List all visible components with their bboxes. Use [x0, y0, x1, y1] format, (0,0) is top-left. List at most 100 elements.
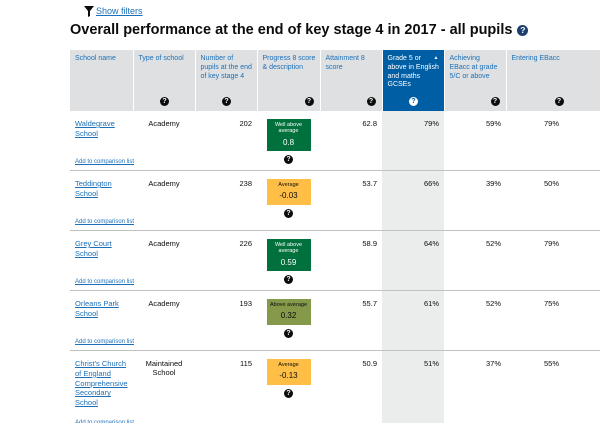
col-header-label: Type of school: [138, 55, 184, 62]
col-header-school-name[interactable]: School name: [70, 50, 134, 111]
help-icon[interactable]: ?: [284, 208, 293, 218]
cell-school-name: Waldegrave School Add to comparison list: [70, 111, 135, 171]
cell-ebacc-entering: 79%: [506, 111, 600, 171]
cell-progress-8: Above average 0.32 ?: [257, 290, 320, 351]
progress-8-badge: Well above average 0.59: [266, 239, 311, 271]
cell-attainment-8: 62.8: [320, 111, 382, 171]
cell-ebacc-entering: 79%: [506, 230, 600, 291]
ebacc-entering-value: 50%: [544, 179, 560, 188]
col-header-grade-5-english-maths[interactable]: ▲ Grade 5 or above in English and maths …: [382, 50, 445, 111]
show-filters-link[interactable]: Show filters: [96, 6, 143, 16]
show-filters-link-group[interactable]: Show filters: [84, 4, 143, 18]
help-icon[interactable]: ?: [284, 274, 293, 284]
progress-8-score: 0.32: [280, 311, 297, 321]
cell-ebacc-entering: 75%: [506, 290, 600, 351]
cell-ebacc-achieving: 37%: [485, 359, 501, 368]
cell-grade-5: 79%: [382, 111, 444, 171]
progress-8-badge: Above average 0.32: [266, 299, 311, 325]
help-icon[interactable]: ?: [409, 97, 418, 106]
cell-type: Academy: [133, 170, 195, 231]
progress-8-description: Above average: [270, 302, 307, 308]
col-header-label: Grade 5 or above in English and maths GC…: [387, 55, 439, 89]
cell-progress-8: Well above average 0.59 ?: [257, 230, 320, 291]
add-to-comparison-link[interactable]: Add to comparison list: [75, 159, 135, 166]
cell-type: Academy: [133, 290, 195, 351]
col-header-label: School name: [75, 55, 116, 62]
help-icon[interactable]: ?: [284, 388, 293, 398]
help-icon[interactable]: ?: [554, 97, 564, 106]
cell-ebacc-achieving: 52%: [444, 230, 506, 291]
add-to-comparison-link[interactable]: Add to comparison list: [75, 420, 135, 423]
cell-grade-5: 61%: [382, 290, 444, 351]
help-icon[interactable]: ?: [160, 97, 169, 106]
col-header-label: Progress 8 score & description: [262, 55, 316, 71]
table-row: Grey Court School Add to comparison list…: [70, 230, 600, 291]
title-help-icon[interactable]: ?: [517, 24, 529, 36]
school-name-link[interactable]: Orleans Park School: [75, 299, 119, 318]
cell-school-name: Teddington School Add to comparison list: [70, 170, 135, 231]
col-header-attainment-8[interactable]: Attainment 8 score ?: [320, 50, 383, 111]
cell-grade-5: 51%: [382, 350, 444, 423]
cell-pupils: 115: [240, 359, 252, 368]
col-header-number-of-pupils[interactable]: Number of pupils at the end of key stage…: [195, 50, 258, 111]
performance-table-container[interactable]: School name Type of school ? Number of p…: [70, 50, 600, 423]
school-name-link[interactable]: Grey Court School: [75, 239, 112, 258]
table-row: Teddington School Add to comparison list…: [70, 170, 600, 231]
help-icon[interactable]: ?: [222, 97, 231, 106]
performance-table: School name Type of school ? Number of p…: [70, 50, 600, 423]
help-icon[interactable]: ?: [284, 328, 293, 338]
school-name-link[interactable]: Christ's Church of England Comprehensive…: [75, 359, 128, 407]
col-header-label: Entering EBacc: [511, 55, 560, 62]
cell-ebacc-entering: 55%: [506, 351, 600, 423]
cell-pupils: 202: [195, 111, 257, 171]
cell-ebacc-achieving: 39%: [444, 170, 506, 231]
col-header-ebacc-achieving[interactable]: Achieving EBacc at grade 5/C or above ?: [444, 50, 507, 111]
col-header-progress-8[interactable]: Progress 8 score & description ?: [257, 50, 321, 111]
progress-8-badge: Average -0.13: [266, 359, 311, 385]
col-header-type-of-school[interactable]: Type of school ?: [133, 50, 196, 111]
progress-8-description: Well above average: [274, 242, 303, 255]
progress-8-description: Average: [278, 362, 299, 368]
progress-8-description: Well above average: [274, 122, 303, 135]
col-header-label: Number of pupils at the end of key stage…: [200, 55, 252, 80]
add-to-comparison-link[interactable]: Add to comparison list: [75, 279, 135, 286]
cell-progress-8: Well above average 0.8 ?: [257, 111, 320, 171]
col-header-label: Achieving EBacc at grade 5/C or above: [449, 55, 498, 80]
cell-type: Maintained School: [145, 359, 183, 377]
cell-ebacc-achieving: 59%: [444, 111, 506, 171]
sort-ascending-icon: ▲: [433, 55, 439, 61]
school-name-link[interactable]: Teddington School: [75, 179, 112, 198]
add-to-comparison-link[interactable]: Add to comparison list: [75, 219, 135, 226]
progress-8-score: 0.8: [282, 137, 295, 147]
cell-school-name: Christ's Church of England Comprehensive…: [70, 351, 135, 423]
col-header-label: Attainment 8 score: [325, 55, 365, 71]
filter-icon: [84, 5, 94, 17]
add-to-comparison-link[interactable]: Add to comparison list: [75, 339, 135, 346]
school-name-link[interactable]: Waldegrave School: [75, 119, 115, 138]
col-header-ebacc-entering[interactable]: Entering EBacc ?: [506, 50, 600, 111]
cell-attainment-8: 58.9: [320, 230, 382, 291]
cell-attainment-8: 50.9: [362, 359, 377, 368]
help-icon[interactable]: ?: [304, 97, 314, 106]
cell-grade-5: 64%: [382, 230, 444, 291]
help-icon[interactable]: ?: [284, 154, 293, 164]
ebacc-entering-value: 79%: [544, 239, 560, 248]
cell-type: Academy: [133, 111, 195, 171]
progress-8-badge: Well above average 0.8: [266, 119, 311, 151]
cell-attainment-8: 53.7: [320, 170, 382, 231]
cell-school-name: Grey Court School Add to comparison list: [70, 230, 135, 291]
table-header-row: School name Type of school ? Number of p…: [70, 50, 600, 111]
progress-8-score: -0.13: [279, 371, 298, 381]
help-icon[interactable]: ?: [366, 97, 376, 106]
help-icon[interactable]: ?: [490, 97, 500, 106]
cell-pupils: 238: [195, 170, 257, 231]
cell-school-name: Orleans Park School Add to comparison li…: [70, 290, 135, 351]
ebacc-entering-value: 79%: [544, 119, 560, 128]
cell-pupils: 193: [195, 290, 257, 351]
table-row: Orleans Park School Add to comparison li…: [70, 290, 600, 351]
cell-progress-8: Average -0.03 ?: [257, 170, 320, 231]
cell-ebacc-achieving: 52%: [444, 290, 506, 351]
progress-8-score: -0.03: [279, 191, 298, 201]
cell-pupils: 226: [195, 230, 257, 291]
ebacc-entering-value: 75%: [544, 299, 560, 308]
